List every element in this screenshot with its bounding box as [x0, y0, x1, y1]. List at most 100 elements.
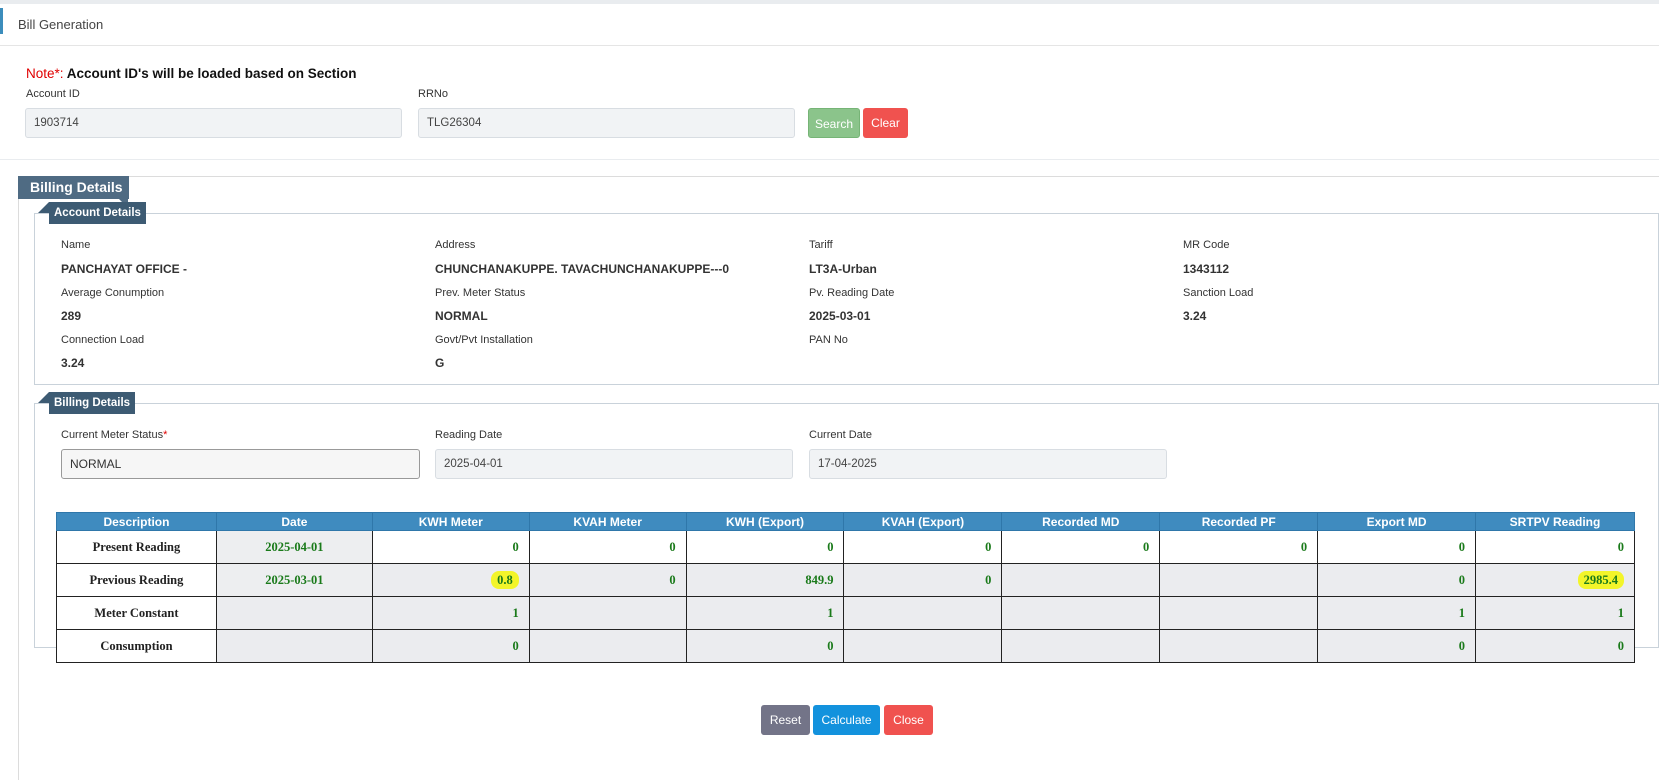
- page-title: Bill Generation: [18, 17, 104, 32]
- table-row-consumption: Consumption 0 0 0 0: [56, 629, 1635, 663]
- page-header: Bill Generation: [0, 4, 1659, 46]
- govt-pvt-value: G: [435, 356, 445, 370]
- kwh-export-cell: 849.9: [685, 563, 845, 597]
- name-label: Name: [61, 239, 91, 251]
- table-cell: [215, 629, 373, 663]
- prev-meter-status-label: Prev. Meter Status: [435, 287, 526, 299]
- clear-button[interactable]: Clear: [863, 108, 908, 138]
- calculate-button[interactable]: Calculate: [813, 705, 880, 735]
- current-date-input: 17-04-2025: [809, 449, 1167, 479]
- mr-code-value: 1343112: [1183, 262, 1230, 276]
- billing-panel: [18, 176, 1659, 780]
- address-label: Address: [435, 239, 476, 251]
- kwh-export-input[interactable]: 0: [685, 530, 845, 564]
- billing-panel-title: Billing Details: [18, 176, 129, 199]
- table-row-present: Present Reading 2025-04-01 0 0 0 0 0 0 0…: [56, 530, 1635, 564]
- kvah-export-cell: 0: [843, 563, 1003, 597]
- previous-date-cell: 2025-03-01: [215, 563, 373, 597]
- table-cell: [843, 629, 1003, 663]
- required-asterisk: *: [163, 429, 168, 441]
- sanction-load-label: Sanction Load: [1183, 287, 1254, 299]
- reading-date-label: Reading Date: [435, 429, 503, 441]
- row-description: Previous Reading: [56, 563, 217, 597]
- table-cell: 1: [685, 596, 845, 630]
- table-cell: [843, 596, 1003, 630]
- note-text: Account ID's will be loaded based on Sec…: [63, 66, 357, 81]
- header-accent: [0, 8, 3, 34]
- table-row-meter-constant: Meter Constant 1 1 1 1: [56, 596, 1635, 630]
- col-header: KWH Meter: [371, 512, 530, 531]
- recorded-pf-cell: [1159, 563, 1319, 597]
- present-date-cell: 2025-04-01: [215, 530, 373, 564]
- kwh-meter-input[interactable]: 0: [371, 530, 530, 564]
- account-details-tag-corner: [38, 202, 49, 213]
- row-description: Meter Constant: [56, 596, 217, 630]
- export-md-cell: 0: [1317, 563, 1477, 597]
- account-id-input[interactable]: 1903714: [25, 108, 402, 138]
- row-description: Consumption: [56, 629, 217, 663]
- table-cell: [1159, 629, 1319, 663]
- table-cell: [1001, 629, 1161, 663]
- meter-status-select[interactable]: NORMAL: [61, 449, 420, 479]
- srtpv-reading-input[interactable]: 0: [1475, 530, 1635, 564]
- account-details-title: Account Details: [49, 202, 146, 224]
- current-date-label: Current Date: [809, 429, 872, 441]
- col-header: Description: [56, 512, 217, 531]
- tariff-label: Tariff: [809, 239, 833, 251]
- reset-button[interactable]: Reset: [761, 705, 810, 735]
- meter-status-label: Current Meter Status*: [61, 429, 167, 441]
- close-button[interactable]: Close: [884, 705, 933, 735]
- kvah-meter-input[interactable]: 0: [528, 530, 687, 564]
- avg-consumption-label: Average Conumption: [61, 287, 165, 299]
- row-description: Present Reading: [56, 530, 217, 564]
- srtpv-previous-highlight: 2985.4: [1577, 570, 1624, 589]
- col-header: Recorded MD: [1001, 512, 1161, 531]
- note-prefix: Note*:: [26, 66, 64, 81]
- billing-details-title: Billing Details: [49, 392, 136, 414]
- table-cell: [215, 596, 373, 630]
- col-header: KVAH Meter: [528, 512, 687, 531]
- col-header: SRTPV Reading: [1475, 512, 1635, 531]
- table-cell: 1: [1317, 596, 1477, 630]
- table-cell: [528, 596, 687, 630]
- col-header: Recorded PF: [1159, 512, 1319, 531]
- account-details-section: [34, 213, 1659, 385]
- table-cell: 1: [1475, 596, 1635, 630]
- divider: [0, 159, 1659, 160]
- connection-load-label: Connection Load: [61, 334, 145, 346]
- account-id-label: Account ID: [26, 88, 80, 100]
- search-button[interactable]: Search: [808, 108, 860, 138]
- tariff-value: LT3A-Urban: [809, 262, 877, 276]
- section-note: Note*: Account ID's will be loaded based…: [26, 66, 357, 81]
- pv-reading-date-value: 2025-03-01: [809, 309, 871, 323]
- recorded-md-cell: [1001, 563, 1161, 597]
- kwh-meter-cell: 0.8: [371, 563, 530, 597]
- table-cell: 0: [1317, 629, 1477, 663]
- top-strip: [0, 0, 1659, 4]
- col-header: Export MD: [1317, 512, 1477, 531]
- col-header: Date: [215, 512, 373, 531]
- mr-code-label: MR Code: [1183, 239, 1230, 251]
- recorded-md-input[interactable]: 0: [1001, 530, 1161, 564]
- address-value: CHUNCHANAKUPPE. TAVACHUNCHANAKUPPE---0: [435, 262, 729, 276]
- srtpv-reading-cell: 2985.4: [1475, 563, 1635, 597]
- name-value: PANCHAYAT OFFICE -: [61, 262, 188, 276]
- table-cell: [1159, 596, 1319, 630]
- recorded-pf-input[interactable]: 0: [1159, 530, 1319, 564]
- prev-meter-status-value: NORMAL: [435, 309, 488, 323]
- kvah-export-input[interactable]: 0: [843, 530, 1003, 564]
- reading-date-input[interactable]: 2025-04-01: [435, 449, 793, 479]
- readings-table: Description Date KWH Meter KVAH Meter KW…: [56, 512, 1635, 663]
- table-cell: 0: [371, 629, 530, 663]
- export-md-input[interactable]: 0: [1317, 530, 1477, 564]
- rrno-input[interactable]: TLG26304: [418, 108, 795, 138]
- connection-load-value: 3.24: [61, 356, 85, 370]
- kwh-previous-highlight: 0.8: [491, 570, 519, 589]
- avg-consumption-value: 289: [61, 309, 82, 323]
- kvah-meter-cell: 0: [528, 563, 687, 597]
- pv-reading-date-label: Pv. Reading Date: [809, 287, 895, 299]
- col-header: KWH (Export): [685, 512, 845, 531]
- table-cell: [528, 629, 687, 663]
- sanction-load-value: 3.24: [1183, 309, 1207, 323]
- table-cell: 0: [1475, 629, 1635, 663]
